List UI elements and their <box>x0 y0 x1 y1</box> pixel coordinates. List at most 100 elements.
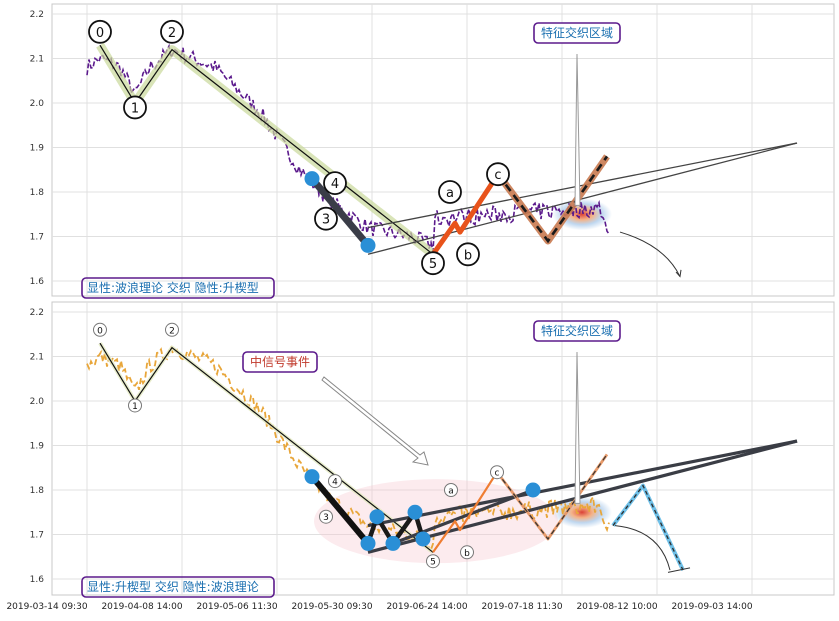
panel1-y-tick-label: 1.7 <box>30 233 44 243</box>
panel2-pivot-point <box>369 509 385 525</box>
panel1-wave-label: 0 <box>96 26 104 41</box>
panel2-pivot-point <box>407 504 423 520</box>
panel2-wave-label: a <box>448 487 454 497</box>
panel2-wave3-segment <box>309 474 371 546</box>
panel2-wave-label-circle <box>328 474 342 489</box>
panel2-wave-label-circle <box>490 465 504 480</box>
x-tick-label: 2019-04-08 14:00 <box>101 602 182 612</box>
panel2-callout-text: 特征交织区域 <box>541 323 613 338</box>
panel1-wave-label: 5 <box>429 257 437 272</box>
panel1-y-tick-label: 1.6 <box>30 277 45 287</box>
x-tick-label: 2019-09-03 14:00 <box>671 602 752 612</box>
panel2-forecast-line <box>612 484 684 571</box>
panel2-legend-text: 显性:升楔型 交织 隐性:波浪理论 <box>87 579 259 594</box>
panel1-y-tick-label: 1.8 <box>30 188 45 198</box>
panel1-y-tick-label: 2.2 <box>30 10 44 20</box>
panel2-pivot-point <box>385 535 401 551</box>
panel2-wedge-line <box>367 439 798 528</box>
panel2-wave-label: 0 <box>97 326 103 336</box>
panel2-signal-box <box>242 351 318 373</box>
marker-layer <box>88 19 541 569</box>
panel1-wave-label-circle <box>123 95 147 120</box>
x-tick-label: 2019-06-24 14:00 <box>386 602 467 612</box>
panel1-wave-label: a <box>446 186 454 201</box>
x-tick-label: 2019-07-18 11:30 <box>481 602 562 612</box>
panel2-signal-arrow <box>321 376 429 466</box>
panel2-wedge-line <box>392 488 534 545</box>
panel2-pivot-point <box>525 482 541 498</box>
panel1-wave3-segment <box>309 176 371 248</box>
panel1-legend-text: 显性:波浪理论 交织 隐性:升楔型 <box>87 280 259 295</box>
panel2-curved-arrow <box>614 525 671 571</box>
x-tick-label: 2019-03-14 09:30 <box>6 602 87 612</box>
panel2-wave-label-circle <box>426 554 440 569</box>
panel1-callout-box <box>533 22 621 44</box>
panel2-callout-box <box>533 320 621 342</box>
panel2-wave-label-circle <box>93 322 107 337</box>
panel2-hotspot <box>552 496 612 529</box>
panel2-abc-rising-leg <box>432 471 498 553</box>
panel1-y-tick-label: 2.1 <box>30 55 44 65</box>
panel2-signal-text: 中信号事件 <box>250 354 310 369</box>
panel1-wave-label-circle <box>160 19 184 44</box>
panel2-wave-label: 2 <box>169 326 175 336</box>
series-layer <box>86 42 798 573</box>
panel1-curved-arrow-head <box>675 269 682 278</box>
panel1-abc-dashed <box>496 155 609 244</box>
panel2-wave-label-circle <box>444 483 458 497</box>
panel2-wave-label-circle <box>128 398 142 413</box>
panel1-callout-text: 特征交织区域 <box>541 25 613 40</box>
panel1-wave-label-circle <box>486 162 510 187</box>
panel2-wave-label-circle <box>460 545 474 560</box>
panel2-wave-label: 5 <box>430 558 436 568</box>
x-tick-label: 2019-08-12 10:00 <box>576 602 657 612</box>
panel1-wedge-line <box>367 142 798 255</box>
panel2-wave-label-circle <box>319 509 333 524</box>
panel1-callout-arrow <box>574 53 581 206</box>
panel1-wedge-line <box>367 142 798 229</box>
panel2-wave-label: b <box>464 549 470 559</box>
panel2-wave-line <box>99 342 434 553</box>
panel2-callout-arrow <box>574 351 581 504</box>
panel1-y-tick-label: 1.9 <box>30 144 45 154</box>
panel2-y-tick-label: 1.7 <box>30 531 44 541</box>
panel1-wave-label-circle <box>314 206 338 231</box>
panel2-y-tick-label: 1.8 <box>30 486 45 496</box>
panel1-wave-label-circle <box>438 180 462 204</box>
panel2-abc-dashed <box>496 454 608 541</box>
panel1-curved-arrow <box>619 231 681 277</box>
panel2-pivot-point <box>360 535 376 551</box>
panel1-wave-label: b <box>464 248 472 263</box>
panel2-wave-label: 3 <box>323 513 329 523</box>
panel1-wave-label: 3 <box>322 213 330 228</box>
panel1-pivot-point <box>304 171 320 187</box>
panel1-wave-label-circle <box>421 251 445 276</box>
panel2-wave-label: c <box>495 469 500 479</box>
panel1-wave-label-circle <box>88 19 112 44</box>
grid-layer <box>51 3 835 596</box>
panel1-wave-label: 1 <box>131 101 139 116</box>
panel2-legend-box <box>81 576 275 598</box>
panel2-y-tick-label: 2.2 <box>30 308 44 318</box>
panel1-wave-label-circle <box>456 242 480 267</box>
panel2-wedge-line <box>367 439 798 554</box>
x-tick-label: 2019-05-06 11:30 <box>196 602 277 612</box>
panel2-wave-label-circle <box>165 322 179 337</box>
panel2-wave-label: 4 <box>332 478 338 488</box>
panel1-y-tick-label: 2.0 <box>30 99 45 109</box>
panel2-pivot-point <box>415 531 431 547</box>
panel2-pivot-point <box>304 469 320 485</box>
panel2-y-tick-label: 2.0 <box>30 397 45 407</box>
panel2-forecast-target <box>667 567 691 573</box>
panel1-pivot-point <box>360 237 376 253</box>
panel1-abc-rising-leg <box>430 172 501 256</box>
panel1-wave-line <box>99 44 434 255</box>
panel1-wave-label-circle <box>323 171 347 196</box>
panel1-legend-box <box>81 277 275 299</box>
panel1-wave-label: c <box>494 168 501 183</box>
panel2-y-tick-label: 1.9 <box>30 442 45 452</box>
panel1-wave-label: 2 <box>168 26 176 41</box>
x-tick-label: 2019-05-30 09:30 <box>291 602 372 612</box>
